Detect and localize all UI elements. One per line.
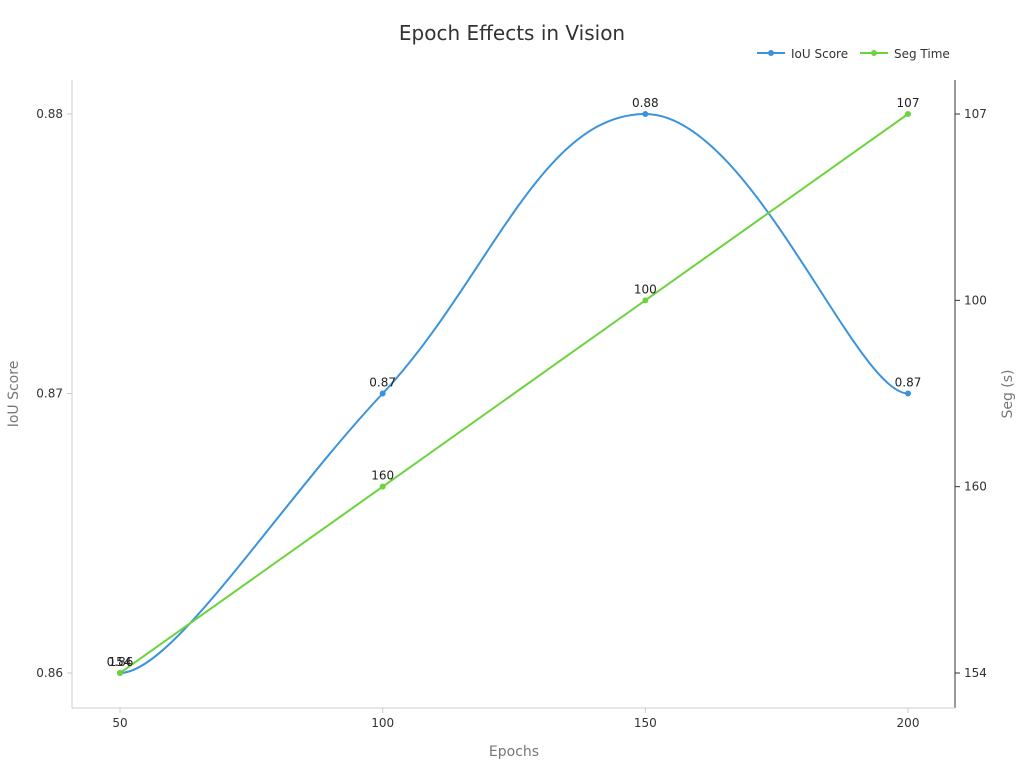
data-label: 0.87 — [895, 376, 922, 390]
legend-item-seg[interactable]: Seg Time — [860, 47, 950, 61]
x-tick-label: 50 — [112, 716, 127, 730]
chart-title: Epoch Effects in Vision — [399, 21, 625, 45]
x-tick-label: 100 — [371, 716, 394, 730]
series-line-0 — [119, 112, 909, 674]
y-left-tick-label: 0.87 — [36, 387, 63, 401]
x-axis-label: Epochs — [489, 744, 539, 760]
data-point[interactable] — [905, 111, 911, 117]
legend-label-iou: IoU Score — [791, 47, 848, 61]
x-tick-label: 200 — [897, 716, 920, 730]
legend-marker-seg — [871, 50, 877, 56]
data-label: 0.86 — [107, 655, 134, 669]
y-right-tick-label: 160 — [964, 480, 987, 494]
data-point[interactable] — [905, 390, 911, 397]
y-axis-right-ticks: 154 160 100 107 — [955, 107, 987, 680]
y-axis-left-ticks: 0.86 0.87 0.88 — [36, 107, 72, 680]
x-tick-label: 150 — [634, 716, 657, 730]
y-right-tick-label: 107 — [964, 107, 987, 121]
data-labels: 0.86 0.87 0.88 0.87 154 160 100 107 — [107, 96, 922, 669]
data-point[interactable] — [379, 390, 386, 397]
series-layer — [117, 111, 911, 676]
data-label: 160 — [371, 469, 394, 483]
data-point[interactable] — [379, 483, 386, 490]
legend: IoU Score Seg Time — [757, 47, 950, 61]
legend-marker-iou — [768, 50, 774, 56]
y-right-tick-label: 100 — [964, 293, 987, 307]
data-label: 0.87 — [369, 376, 396, 390]
y-right-tick-label: 154 — [964, 666, 987, 680]
legend-item-iou[interactable]: IoU Score — [757, 47, 848, 61]
y-left-tick-label: 0.88 — [36, 107, 63, 121]
series-line-1 — [119, 113, 909, 674]
data-label: 154 — [109, 655, 132, 669]
legend-label-seg: Seg Time — [894, 47, 950, 61]
data-label: 107 — [897, 96, 920, 110]
y-axis-right-label: Seg (s) — [1000, 369, 1016, 418]
y-axis-left-label: IoU Score — [6, 361, 22, 428]
x-axis-ticks: 50 100 150 200 — [112, 708, 919, 730]
data-point[interactable] — [642, 111, 649, 117]
data-label: 100 — [634, 282, 657, 296]
data-point[interactable] — [117, 670, 123, 676]
data-point[interactable] — [642, 297, 649, 304]
data-label: 0.88 — [632, 96, 659, 110]
y-left-tick-label: 0.86 — [36, 666, 63, 680]
